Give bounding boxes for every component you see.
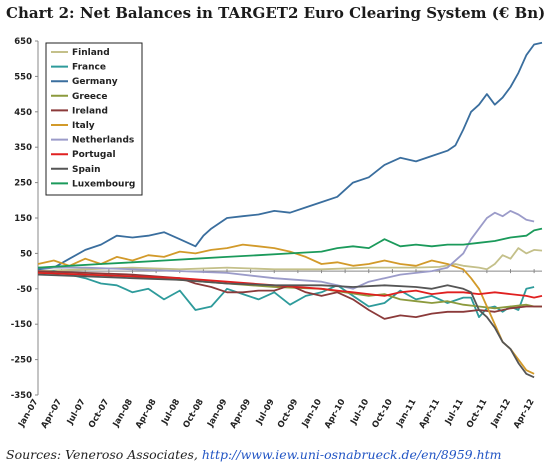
x-tick-label: Jan-11: [394, 397, 418, 429]
legend-label-luxembourg: Luxembourg: [72, 179, 135, 189]
x-tick-label: Jan-10: [300, 397, 324, 429]
legend-label-netherlands: Netherlands: [72, 136, 134, 146]
y-tick-label: 650: [14, 37, 32, 47]
legend-label-finland: Finland: [72, 48, 110, 58]
y-tick-label: 250: [14, 179, 32, 189]
x-tick-label: Jan-08: [111, 397, 135, 429]
y-tick-label: 550: [14, 72, 32, 82]
x-tick-label: Apr-12: [512, 397, 537, 430]
y-tick-label: 150: [14, 214, 32, 224]
x-tick-label: Jan-12: [489, 397, 513, 429]
series-line-spain: [37, 273, 535, 379]
x-tick-label: Apr-08: [134, 397, 159, 430]
x-tick-label: Jul-08: [159, 397, 182, 427]
y-tick-label: 450: [14, 108, 32, 118]
series-line-germany: [37, 41, 543, 271]
x-tick-label: Apr-10: [323, 397, 348, 430]
chart-title: Chart 2: Net Balances in TARGET2 Euro Cl…: [6, 4, 546, 22]
legend-label-ireland: Ireland: [72, 106, 108, 116]
y-tick-label: -150: [11, 320, 32, 330]
series-lines: [37, 41, 543, 379]
series-line-ireland: [37, 270, 542, 320]
source-prefix: Sources: Veneroso Associates,: [6, 447, 202, 462]
legend-label-greece: Greece: [72, 92, 107, 102]
x-tick-label: Oct-11: [465, 397, 490, 430]
x-tick-label: Jan-09: [205, 397, 229, 429]
series-line-luxembourg: [37, 227, 543, 269]
chart-legend: Finland France Germany Greece Ireland Italy Ne…: [45, 42, 143, 196]
x-tick-label: Jul-09: [254, 397, 277, 427]
series-line-netherlands: [38, 209, 535, 290]
x-tick-label: Jul-10: [348, 397, 371, 427]
series-line-portugal: [37, 272, 543, 299]
x-tick-label: Oct-08: [181, 397, 206, 430]
x-tick-label: Jul-11: [443, 397, 466, 427]
x-tick-label: Oct-07: [87, 397, 112, 430]
y-tick-label: 350: [14, 143, 32, 153]
y-tick-label: -50: [17, 285, 32, 295]
y-tick-label: -250: [11, 356, 32, 366]
x-tick-label: Apr-09: [228, 397, 253, 430]
legend-label-spain: Spain: [72, 165, 101, 175]
source-link[interactable]: http://www.iew.uni-osnabrueck.de/en/8959…: [201, 447, 502, 462]
legend-label-france: France: [72, 63, 106, 73]
legend-label-portugal: Portugal: [72, 150, 116, 160]
source-note: Sources: Veneroso Associates, http://www…: [6, 447, 502, 462]
legend-label-italy: Italy: [72, 121, 95, 131]
line-chart: 65055045035025015050-50-150-250-350Jan-0…: [11, 37, 543, 430]
x-tick-label: Jan-07: [16, 397, 40, 429]
x-tick-label: Apr-11: [417, 397, 442, 430]
x-tick-label: Apr-07: [39, 397, 64, 430]
x-tick-label: Oct-10: [370, 397, 395, 430]
x-tick-label: Jul-07: [65, 397, 88, 427]
legend-label-germany: Germany: [72, 77, 118, 87]
series-line-finland: [37, 247, 543, 272]
y-tick-label: -350: [11, 391, 32, 401]
series-line-italy: [37, 243, 535, 375]
x-tick-label: Oct-09: [276, 397, 301, 430]
y-tick-label: 50: [20, 249, 32, 259]
